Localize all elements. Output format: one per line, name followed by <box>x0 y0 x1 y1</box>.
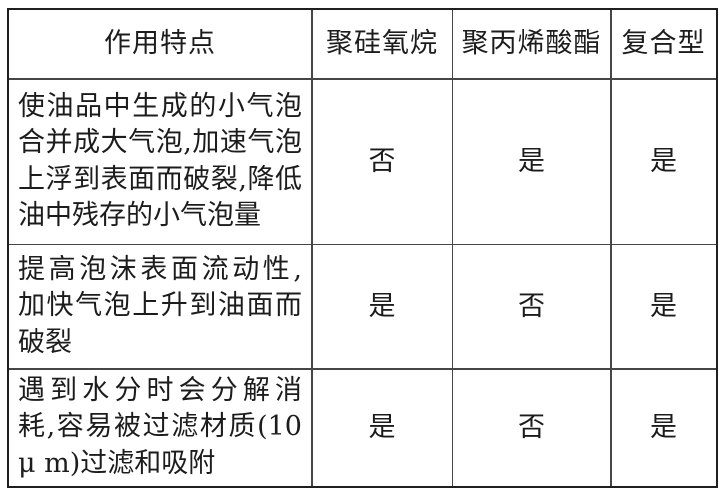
feature-cell-row1: 使油品中生成的小气泡 合并成大气泡,加速气泡 上浮到表面而破裂,降低 油中残存的… <box>9 79 311 244</box>
feature-line: μ m)过滤和吸附 <box>18 447 216 479</box>
antifoam-comparison-table: 作用特点 聚硅氧烷 聚丙烯酸酯 复合型 使油品中生成的小气泡 合并成大气泡,加速… <box>7 8 718 488</box>
value-cell-row2-polysiloxane: 是 <box>312 245 452 368</box>
feature-line: 提高泡沫表面流动性, <box>18 253 302 285</box>
feature-line: 使油品中生成的小气泡 <box>18 90 302 122</box>
header-label: 聚硅氧烷 <box>326 28 438 59</box>
value-cell-row2-composite: 是 <box>611 245 716 368</box>
header-cell-polyacrylate: 聚丙烯酸酯 <box>453 10 610 78</box>
feature-line: 加快气泡上升到油面而 <box>18 290 302 322</box>
feature-cell-row3: 遇到水分时会分解消 耗,容易被过滤材质(10 μ m)过滤和吸附 <box>9 369 311 486</box>
header-label: 复合型 <box>621 28 706 59</box>
value-cell-row1-polysiloxane: 否 <box>312 79 452 244</box>
value-cell-row1-composite: 是 <box>611 79 716 244</box>
header-cell-composite: 复合型 <box>611 10 716 78</box>
feature-cell-row2: 提高泡沫表面流动性, 加快气泡上升到油面而 破裂 <box>9 245 311 368</box>
feature-line: 上浮到表面而破裂,降低 <box>18 163 302 195</box>
value-cell-row3-composite: 是 <box>611 369 716 486</box>
value-cell-row2-polyacrylate: 否 <box>453 245 610 368</box>
feature-line: 耗,容易被过滤材质(10 <box>18 411 302 443</box>
feature-line: 合并成大气泡,加速气泡 <box>18 127 302 158</box>
header-label: 聚丙烯酸酯 <box>461 28 602 59</box>
value-cell-row3-polyacrylate: 否 <box>453 369 610 486</box>
header-label: 作用特点 <box>104 28 216 59</box>
header-cell-feature: 作用特点 <box>9 10 311 78</box>
value-cell-row1-polyacrylate: 是 <box>453 79 610 244</box>
feature-line: 油中残存的小气泡量 <box>18 200 261 231</box>
feature-line: 破裂 <box>18 326 72 358</box>
feature-line: 遇到水分时会分解消 <box>18 374 302 406</box>
header-cell-polysiloxane: 聚硅氧烷 <box>312 10 452 78</box>
value-cell-row3-polysiloxane: 是 <box>312 369 452 486</box>
